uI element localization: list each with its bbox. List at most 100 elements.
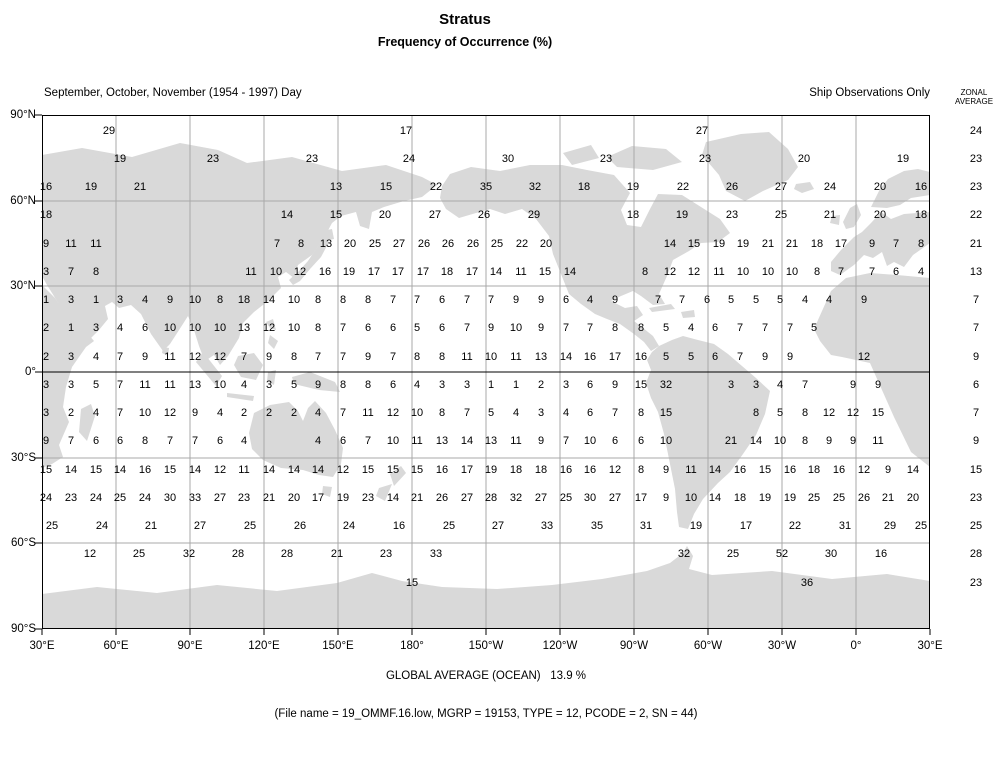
grid-value: 5 — [776, 407, 784, 419]
zonal-average-value: 23 — [969, 181, 983, 193]
grid-value: 27 — [193, 520, 207, 532]
zonal-average-header: ZONAL AVERAGE — [950, 88, 998, 106]
grid-value: 4 — [216, 407, 224, 419]
grid-value: 11 — [164, 351, 176, 363]
grid-value: 24 — [89, 492, 103, 504]
grid-value: 15 — [687, 238, 701, 250]
grid-value: 2 — [240, 407, 248, 419]
grid-value: 23 — [361, 492, 375, 504]
grid-value: 27 — [392, 238, 406, 250]
grid-value: 3 — [67, 294, 75, 306]
grid-value: 12 — [822, 407, 836, 419]
grid-value: 26 — [435, 492, 449, 504]
grid-value: 36 — [800, 577, 814, 589]
grid-value: 19 — [336, 492, 350, 504]
grid-value: 20 — [287, 492, 301, 504]
grid-value: 6 — [364, 322, 372, 334]
grid-value: 21 — [761, 238, 775, 250]
grid-value: 6 — [711, 322, 719, 334]
grid-value: 16 — [634, 351, 648, 363]
chart-subtitle: Frequency of Occurrence (%) — [377, 35, 553, 49]
grid-value: 15 — [379, 181, 393, 193]
grid-value: 7 — [892, 238, 900, 250]
grid-value: 16 — [733, 464, 747, 476]
grid-value: 7 — [562, 322, 570, 334]
grid-value: 14 — [386, 492, 400, 504]
grid-value: 4 — [314, 407, 322, 419]
grid-value: 23 — [379, 548, 393, 560]
grid-value: 26 — [725, 181, 739, 193]
grid-value: 24 — [138, 492, 152, 504]
grid-value: 15 — [410, 464, 424, 476]
grid-value: 1 — [512, 379, 520, 391]
grid-value: 9 — [786, 351, 794, 363]
grid-value: 17 — [834, 238, 848, 250]
grid-value: 9 — [884, 464, 892, 476]
grid-value: 27 — [213, 492, 227, 504]
zonal-average-value: 23 — [969, 153, 983, 165]
grid-value: 9 — [761, 351, 769, 363]
period-label: September, October, November (1954 - 199… — [44, 87, 302, 99]
grid-value: 14 — [559, 351, 573, 363]
grid-value: 7 — [314, 351, 322, 363]
grid-value: 3 — [438, 379, 446, 391]
landmass-hispaniola — [681, 310, 695, 318]
grid-value: 14 — [113, 464, 127, 476]
grid-value: 17 — [460, 464, 474, 476]
grid-value: 8 — [611, 322, 619, 334]
grid-value: 23 — [599, 153, 613, 165]
grid-value: 15 — [871, 407, 885, 419]
grid-value: 7 — [678, 294, 686, 306]
grid-value: 6 — [637, 435, 645, 447]
grid-value: 29 — [102, 125, 116, 137]
grid-value: 10 — [213, 322, 227, 334]
grid-value: 27 — [534, 492, 548, 504]
grid-value: 8 — [801, 435, 809, 447]
grid-value: 19 — [84, 181, 98, 193]
grid-value: 9 — [662, 492, 670, 504]
grid-value: 17 — [739, 520, 753, 532]
grid-value: 25 — [774, 209, 788, 221]
grid-value: 6 — [216, 435, 224, 447]
grid-value: 4 — [801, 294, 809, 306]
x-axis-label: 90°E — [177, 640, 203, 652]
grid-value: 11 — [139, 379, 151, 391]
grid-value: 18 — [509, 464, 523, 476]
grid-value: 2 — [290, 407, 298, 419]
landmass-japan — [289, 239, 329, 285]
grid-value: 22 — [788, 520, 802, 532]
grid-value: 20 — [539, 238, 553, 250]
x-axis-label: 120°W — [542, 640, 578, 652]
y-axis-label: 60°N — [10, 195, 36, 207]
y-axis-label: 30°N — [10, 280, 36, 292]
grid-value: 5 — [727, 294, 735, 306]
grid-value: 33 — [188, 492, 202, 504]
zonal-average-value: 22 — [969, 209, 983, 221]
grid-value: 14 — [64, 464, 78, 476]
grid-value: 14 — [663, 238, 677, 250]
grid-value: 7 — [654, 294, 662, 306]
grid-value: 18 — [810, 238, 824, 250]
grid-value: 4 — [825, 294, 833, 306]
grid-value: 4 — [141, 294, 149, 306]
grid-value: 10 — [785, 266, 799, 278]
grid-value: 9 — [825, 435, 833, 447]
grid-value: 11 — [164, 379, 176, 391]
y-axis-tick — [35, 457, 42, 459]
grid-value: 6 — [389, 322, 397, 334]
grid-value: 3 — [562, 379, 570, 391]
grid-value: 26 — [417, 238, 431, 250]
grid-value: 7 — [463, 294, 471, 306]
grid-value: 52 — [775, 548, 789, 560]
zonal-average-value: 21 — [969, 238, 983, 250]
grid-value: 9 — [662, 464, 670, 476]
grid-value: 16 — [583, 351, 597, 363]
grid-value: 12 — [846, 407, 860, 419]
landmass-borneo — [234, 353, 263, 380]
grid-value: 3 — [752, 379, 760, 391]
grid-value: 4 — [240, 379, 248, 391]
grid-value: 25 — [726, 548, 740, 560]
grid-value: 14 — [749, 435, 763, 447]
grid-value: 11 — [362, 407, 374, 419]
grid-value: 15 — [405, 577, 419, 589]
